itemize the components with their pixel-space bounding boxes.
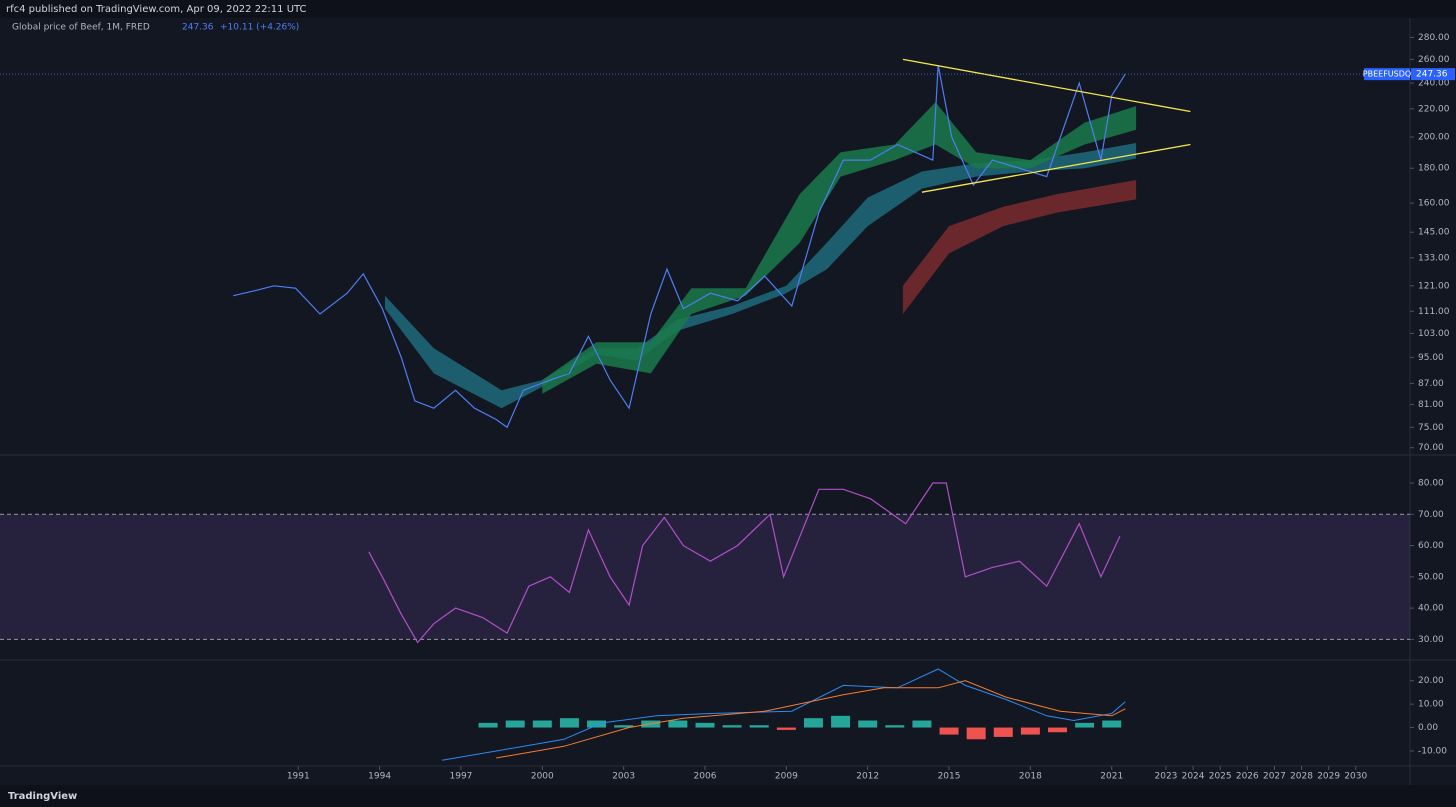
series-line: [496, 680, 1126, 759]
y-tick-label: 50.00: [1418, 572, 1444, 582]
y-tick-label: 70.00: [1418, 510, 1444, 520]
price-tag-label: 247.36: [1416, 70, 1448, 80]
histogram-bar: [993, 727, 1013, 737]
x-tick-label: 2025: [1209, 772, 1232, 782]
y-tick-label: 180.00: [1418, 164, 1450, 174]
y-tick-label: 103.00: [1418, 329, 1450, 339]
legend-value: 247.36: [182, 23, 214, 33]
x-tick-label: 2026: [1236, 772, 1259, 782]
histogram-bar: [966, 727, 986, 740]
y-tick-label: 30.00: [1418, 635, 1444, 645]
y-tick-label: 260.00: [1418, 55, 1450, 65]
x-tick-label: 2028: [1290, 772, 1313, 782]
histogram-bar: [1048, 727, 1067, 733]
x-tick-label: 2024: [1182, 772, 1205, 782]
histogram-bar: [505, 720, 525, 728]
y-tick-label: 60.00: [1418, 541, 1444, 551]
header-bar: [0, 0, 1456, 18]
x-tick-label: 2023: [1155, 772, 1178, 782]
histogram-bar: [559, 718, 579, 728]
x-tick-label: 2018: [1019, 772, 1042, 782]
y-tick-label: 240.00: [1418, 79, 1450, 89]
histogram-bar: [1075, 722, 1095, 728]
histogram-bar: [831, 715, 851, 728]
y-tick-label: 40.00: [1418, 604, 1444, 614]
y-tick-label: 145.00: [1418, 228, 1450, 238]
band: [385, 143, 1137, 409]
y-tick-label: 95.00: [1418, 353, 1444, 363]
histogram-bar: [1020, 727, 1040, 735]
x-tick-label: 2021: [1100, 772, 1123, 782]
histogram-bar: [722, 725, 742, 728]
histogram-bar: [749, 725, 769, 728]
x-tick-label: 2029: [1317, 772, 1340, 782]
histogram-bar: [858, 720, 878, 728]
histogram-bar: [587, 720, 607, 728]
trendline: [902, 58, 1191, 113]
y-tick-label: -10.00: [1418, 746, 1447, 756]
x-tick-label: 2015: [938, 772, 961, 782]
header-title: rfc4 published on TradingView.com, Apr 0…: [6, 4, 307, 15]
symbol-tag-label: PBEEFUSDQ: [1363, 70, 1411, 79]
footer-bar: [0, 785, 1456, 807]
x-tick-label: 1994: [368, 772, 391, 782]
trendline: [921, 143, 1191, 193]
price-tag: [1411, 68, 1455, 81]
series-line: [368, 482, 1121, 644]
legend-change: +10.11 (+4.26%): [220, 23, 299, 33]
histogram-bar: [478, 722, 498, 728]
y-tick-label: 10.00: [1418, 700, 1444, 710]
series-line: [441, 668, 1126, 761]
symbol-tag: [1364, 68, 1410, 81]
x-tick-label: 1991: [287, 772, 310, 782]
y-tick-label: 80.00: [1418, 479, 1444, 489]
x-tick-label: 2006: [694, 772, 717, 782]
x-tick-label: 2003: [612, 772, 635, 782]
histogram-bar: [614, 725, 634, 728]
histogram-bar: [912, 720, 932, 728]
y-tick-label: 160.00: [1418, 199, 1450, 209]
band: [542, 102, 1137, 394]
series-line: [233, 64, 1126, 429]
x-tick-label: 2012: [856, 772, 879, 782]
y-tick-label: 280.00: [1418, 33, 1450, 43]
band: [902, 180, 1137, 314]
footer-brand: TradingView: [8, 791, 77, 802]
legend-name: Global price of Beef, 1M, FRED: [12, 23, 150, 33]
histogram-bar: [695, 722, 715, 728]
y-tick-label: 220.00: [1418, 104, 1450, 114]
x-tick-label: 2000: [531, 772, 554, 782]
histogram-bar: [803, 718, 823, 728]
y-tick-label: 0.00: [1418, 723, 1438, 733]
histogram-bar: [939, 727, 959, 735]
histogram-bar: [668, 720, 688, 728]
level-fill: [0, 514, 1410, 640]
y-tick-label: 133.00: [1418, 253, 1450, 263]
histogram-bar: [532, 720, 552, 728]
x-tick-label: 2027: [1263, 772, 1286, 782]
y-tick-label: 87.00: [1418, 379, 1444, 389]
y-tick-label: 20.00: [1418, 676, 1444, 686]
x-tick-label: 2009: [775, 772, 798, 782]
y-tick-label: 81.00: [1418, 400, 1444, 410]
histogram-bar: [885, 725, 905, 728]
y-tick-label: 70.00: [1418, 443, 1444, 453]
y-tick-label: 75.00: [1418, 423, 1444, 433]
x-tick-label: 2030: [1344, 772, 1367, 782]
histogram-bar: [776, 727, 796, 730]
y-tick-label: 121.00: [1418, 281, 1450, 291]
x-tick-label: 1997: [450, 772, 473, 782]
y-tick-label: 200.00: [1418, 133, 1450, 143]
histogram-bar: [1102, 720, 1122, 728]
y-tick-label: 111.00: [1418, 307, 1450, 317]
